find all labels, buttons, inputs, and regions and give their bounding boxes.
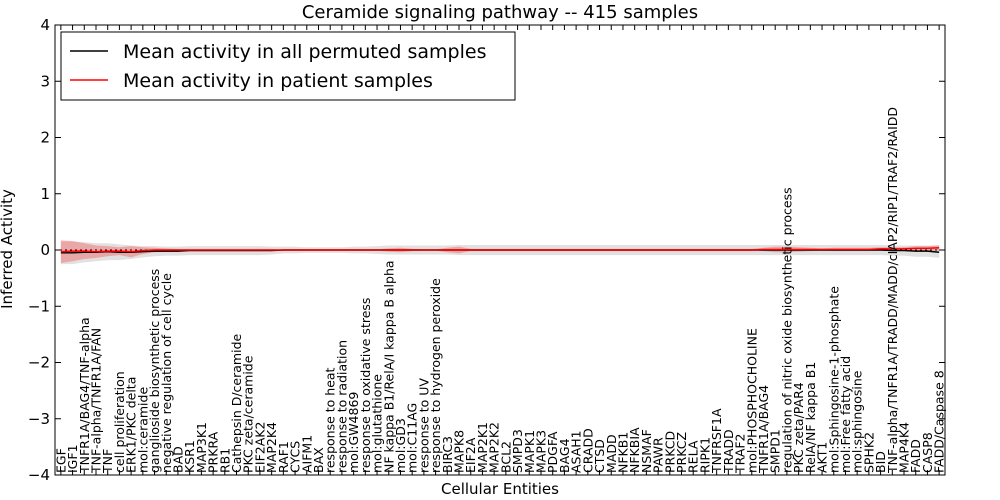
legend-label-2: Mean activity in patient samples [123, 70, 433, 92]
x-category-label: KSR1 [182, 440, 197, 473]
chart-title: Ceramide signaling pathway -- 415 sample… [302, 2, 698, 23]
x-category-label: CYCS [288, 441, 303, 473]
x-category-label: NFKB1 [615, 432, 630, 473]
x-category-label: BCL2 [498, 441, 513, 473]
x-category-label: mol:PHOSPHOCHOLINE [744, 328, 759, 473]
x-category-label: NFKBIA [627, 427, 642, 473]
x-category-label: BAD [170, 446, 185, 473]
x-category-label: mol:Sphingosine-1-phosphate [826, 286, 841, 473]
series-band-1 [60, 241, 940, 265]
x-category-label: MAP2K4 [264, 422, 279, 473]
x-category-label: ERK1/PKC delta [124, 377, 139, 473]
x-category-label: BAX [311, 447, 326, 473]
x-category-label: mol:GW4869 [346, 392, 361, 473]
x-category-label: PKC zeta/PAR4 [791, 382, 806, 473]
x-category-label: CRADD [580, 428, 595, 473]
legend: Mean activity in all permuted samples Mea… [60, 31, 516, 101]
x-category-label: regulation of nitric oxide biosynthetic … [779, 187, 794, 473]
x-category-label: PRKRA [206, 431, 221, 473]
y-tick-label: −4 [28, 466, 50, 484]
legend-box [60, 31, 516, 101]
x-category-label: SPHK2 [861, 432, 876, 473]
x-category-label: TNFR1A/BAG4 [756, 385, 771, 474]
x-category-label: BID [873, 451, 888, 473]
x-category-label: AIFM1 [299, 435, 314, 473]
y-tick-label: 0 [40, 241, 50, 259]
x-category-label: PKC zeta/ceramide [241, 355, 256, 473]
x-category-label: mol:ceramide [135, 387, 150, 473]
x-category-label: PRKCD [662, 431, 677, 473]
y-tick-label: −1 [28, 297, 50, 315]
x-category-label: BAG4 [557, 438, 572, 473]
x-category-label: MAPK1 [522, 430, 537, 473]
x-category-label: FADD [908, 439, 923, 473]
x-category-label: PDGFA [545, 431, 560, 473]
x-category-label: MAP3K1 [194, 422, 209, 473]
x-category-label: TNF [100, 449, 115, 474]
x-category-label: SMPD1 [768, 429, 783, 473]
x-category-label: response to heat [323, 367, 338, 473]
x-category-label: EIF2A [463, 437, 478, 473]
x-category-label: IGF1 [65, 444, 80, 473]
x-category-label: RELA [686, 440, 701, 473]
x-category-label: TNF-alpha/TNFR1A/TRADD/MADD/cIAP2/RIP1/T… [885, 107, 900, 474]
x-category-label: MAPK8 [452, 430, 467, 473]
x-category-label: response to oxidative stress [358, 298, 373, 473]
x-category-label: mol:Free fatty acid [838, 356, 853, 473]
x-category-label: AKT1 [815, 442, 830, 473]
y-axis-label: Inferred Activity [0, 189, 16, 309]
x-category-label: mol:C11AG [405, 403, 420, 473]
x-axis-label: Cellular Entities [441, 480, 559, 498]
x-category-label: mol:glutathione [370, 374, 385, 473]
x-category-label: BIRC3 [440, 436, 455, 473]
x-category-label: negative regulation of cell cycle [159, 273, 174, 473]
x-category-label: Cathepsin D/ceramide [229, 333, 244, 473]
plot-area: 4 3 2 1 0 −1 −2 −3 −4EGFIGF1TNFR1A/BAG4/TNF-alph… [28, 16, 947, 484]
x-category-label: MADD [604, 434, 619, 473]
x-category-label: CASP8 [920, 432, 935, 473]
x-category-label: TRAF2 [733, 433, 748, 474]
x-category-label: TNF-alpha/TNFR1A/FAN [88, 328, 103, 474]
x-category-label: MAPK3 [533, 430, 548, 473]
x-category-label: MAP2K1 [475, 422, 490, 473]
x-category-label: MAP4K4 [897, 422, 912, 473]
legend-label-1: Mean activity in all permuted samples [123, 41, 486, 63]
x-category-label: RAF1 [276, 441, 291, 473]
x-category-label: MAP2K2 [487, 422, 502, 473]
x-category-label: PRKCZ [674, 432, 689, 473]
x-category-label: SMPD3 [510, 429, 525, 473]
y-tick-label: 1 [40, 185, 50, 203]
y-tick-label: −3 [28, 410, 50, 428]
x-category-label: CTSD [592, 439, 607, 473]
x-category-label: response to radiation [334, 340, 349, 473]
x-category-label: RB1 [217, 448, 232, 473]
series-line-2 [60, 247, 940, 253]
x-category-label: ASAH1 [569, 430, 584, 473]
x-category-label: cell proliferation [112, 371, 127, 473]
y-tick-label: 2 [40, 129, 50, 147]
x-category-label: EGF [53, 448, 68, 473]
x-category-label: TRADD [721, 429, 736, 474]
y-tick-label: −2 [28, 354, 50, 372]
x-category-label: response to UV [416, 378, 431, 473]
x-category-label: PAWR [651, 437, 666, 473]
y-tick-label: 3 [40, 72, 50, 90]
x-category-label: mol:GD3 [393, 418, 408, 473]
x-category-label: NSMAF [639, 429, 654, 473]
x-category-label: mol:sphingosine [850, 370, 865, 473]
x-category-label: EIF2AK2 [252, 422, 267, 473]
x-category-label: response to hydrogen peroxide [428, 278, 443, 473]
x-category-label: RIPK1 [697, 437, 712, 473]
x-category-label: TNFR1A/BAG4/TNF-alpha [77, 317, 92, 474]
y-tick-label: 4 [40, 16, 50, 34]
x-category-label: NF kappa B1/RelA/I kappa B alpha [381, 260, 396, 473]
x-category-label: RelA/NF kappa B1 [803, 362, 818, 473]
x-category-label: FADD/Caspase 8 [932, 370, 947, 473]
x-category-label: TNFRSF1A [709, 408, 724, 474]
x-category-label: ganglioside biosynthetic process [147, 269, 162, 473]
